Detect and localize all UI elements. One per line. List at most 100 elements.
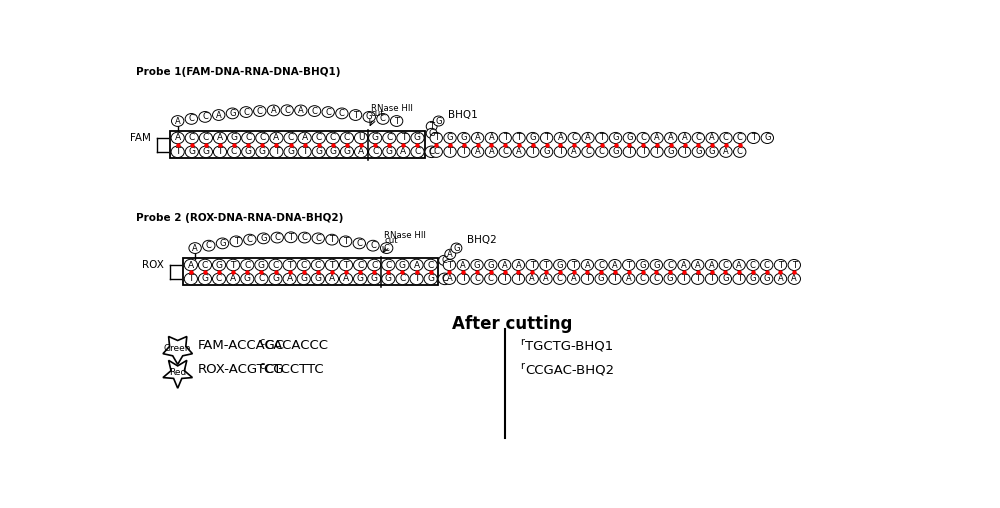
Text: A: A [400,147,406,156]
Text: A: A [584,261,590,270]
Text: C: C [433,147,439,156]
Ellipse shape [340,146,354,157]
Ellipse shape [678,146,691,157]
Text: A: A [791,274,797,283]
Text: G: G [231,134,238,142]
Text: G: G [639,261,646,270]
Text: G: G [229,109,236,118]
Ellipse shape [363,111,375,122]
Ellipse shape [325,259,339,271]
Text: C: C [385,261,391,270]
Ellipse shape [498,260,511,271]
Text: C: C [206,241,212,250]
Text: T: T [709,274,714,283]
Text: G: G [474,261,480,270]
Text: G: G [386,147,393,156]
Ellipse shape [581,273,594,284]
Text: A: A [543,274,549,283]
Text: A: A [188,261,194,270]
Ellipse shape [256,132,269,144]
Ellipse shape [368,273,381,284]
Ellipse shape [354,259,367,271]
Ellipse shape [326,132,339,144]
Text: CCGAC-BHQ2: CCGAC-BHQ2 [525,363,614,376]
Text: C: C [302,233,307,242]
Text: G: G [453,243,460,252]
Text: r: r [520,361,524,371]
Ellipse shape [623,260,635,271]
Ellipse shape [651,146,663,157]
Ellipse shape [567,260,580,271]
Text: T: T [517,134,522,142]
Ellipse shape [458,133,470,143]
Text: T: T [516,274,521,283]
Ellipse shape [228,146,241,157]
Ellipse shape [430,133,442,143]
Text: A: A [460,261,466,270]
Text: T: T [434,134,439,142]
Ellipse shape [267,105,280,116]
Text: T: T [530,261,535,270]
Text: A: A [654,134,660,142]
Ellipse shape [311,259,324,271]
Ellipse shape [692,273,704,284]
Ellipse shape [706,146,718,157]
Text: After cutting: After cutting [452,315,573,333]
Ellipse shape [382,259,395,271]
Ellipse shape [733,273,745,284]
Text: C: C [339,109,345,118]
Text: C: C [231,147,237,156]
Ellipse shape [270,132,283,144]
Ellipse shape [213,110,225,120]
Text: G: G [428,129,435,138]
Text: T: T [343,261,349,270]
Ellipse shape [171,146,184,157]
Ellipse shape [443,273,456,284]
Ellipse shape [254,106,266,116]
Text: G: G [461,134,467,142]
Text: C: C [428,261,434,270]
Text: A: A [447,250,453,259]
Text: G: G [722,274,729,283]
Ellipse shape [425,146,438,157]
Text: T: T [448,147,453,156]
Ellipse shape [377,113,389,124]
Text: G: G [612,134,619,142]
Ellipse shape [390,116,403,126]
Text: G: G [366,112,372,121]
Ellipse shape [540,133,553,143]
Text: A: A [475,134,480,142]
Ellipse shape [526,260,538,271]
Text: T: T [414,274,419,283]
Text: C: C [188,114,194,123]
Ellipse shape [499,146,511,157]
Text: C: C [370,241,376,250]
Text: C: C [244,261,250,270]
Text: C: C [259,134,265,142]
Ellipse shape [297,259,310,271]
Ellipse shape [512,260,525,271]
Text: T: T [401,134,406,142]
Ellipse shape [411,146,424,157]
Ellipse shape [424,259,437,271]
Ellipse shape [171,132,184,144]
Text: A: A [612,261,618,270]
Text: C: C [316,134,322,142]
Text: A: A [709,261,714,270]
Ellipse shape [354,132,368,144]
Ellipse shape [216,238,229,249]
Ellipse shape [650,273,663,284]
Text: C: C [723,134,729,142]
Ellipse shape [527,146,539,157]
Ellipse shape [326,234,338,245]
Ellipse shape [284,146,297,157]
Text: G: G [709,147,715,156]
Ellipse shape [596,133,608,143]
Ellipse shape [720,133,732,143]
Ellipse shape [227,259,240,271]
Ellipse shape [485,146,498,157]
Text: T: T [329,235,334,244]
Ellipse shape [325,273,339,284]
Text: G: G [201,274,208,283]
Ellipse shape [439,256,449,265]
